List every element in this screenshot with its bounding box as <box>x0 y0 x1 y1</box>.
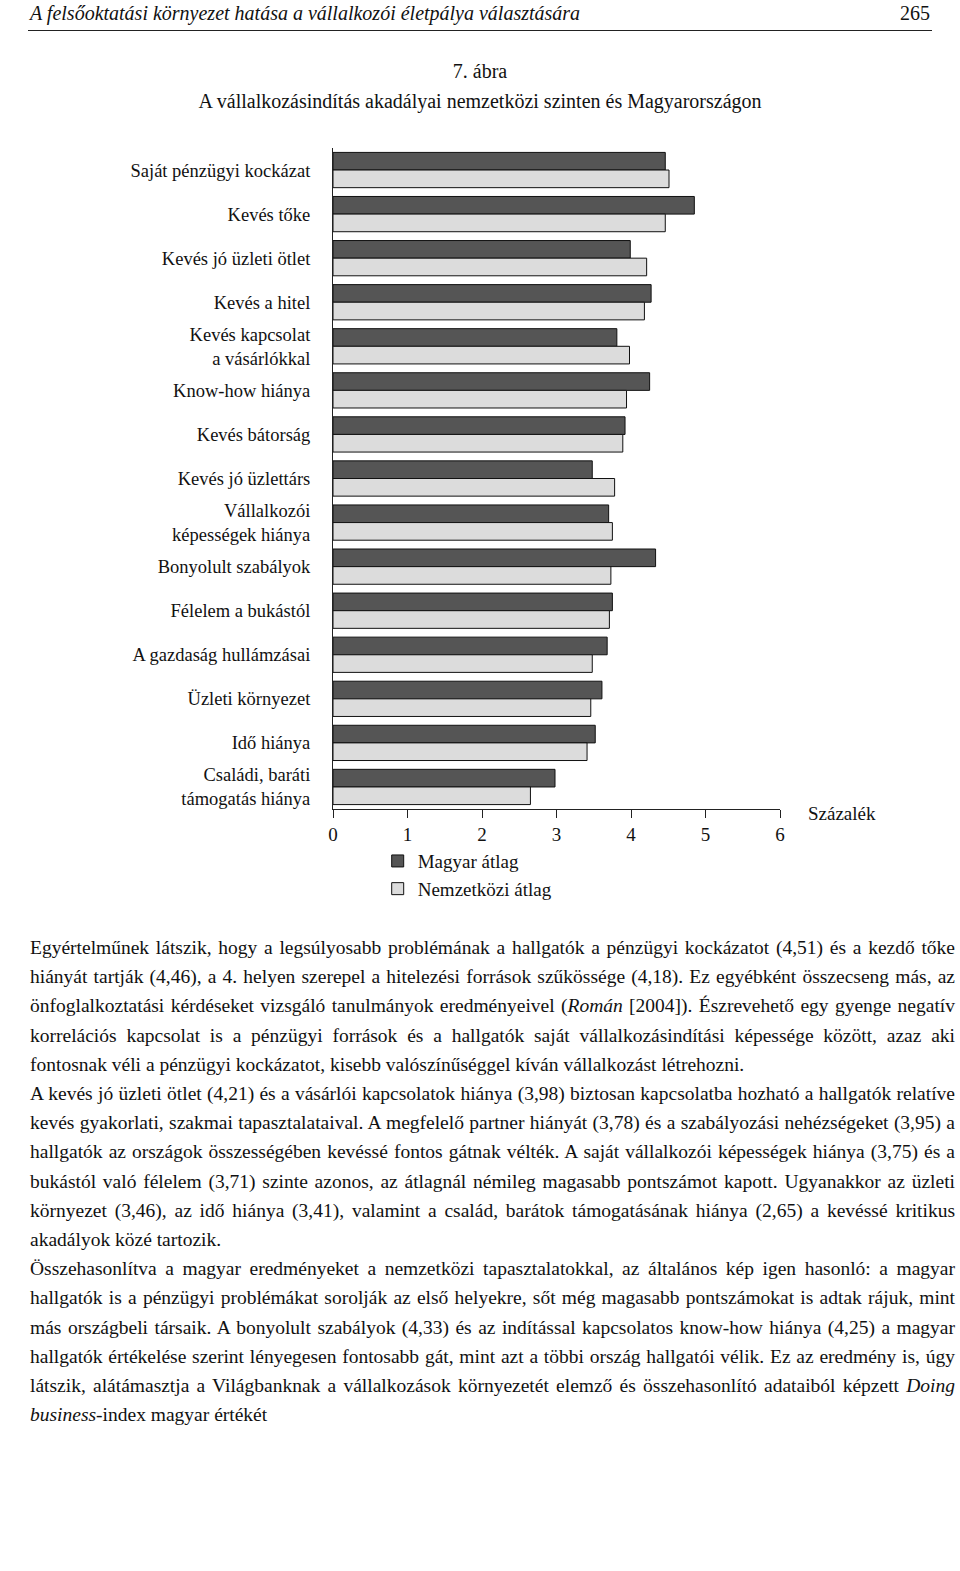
svg-text:Kevés kapcsolata vásárlókkal: Kevés kapcsolata vásárlókkal <box>190 325 312 369</box>
svg-text:Üzleti környezet: Üzleti környezet <box>188 689 312 709</box>
svg-text:Kevés jó üzlettárs: Kevés jó üzlettárs <box>178 469 311 489</box>
svg-text:6: 6 <box>775 824 785 845</box>
html-text:Összehasonlítva a magyar eredm: Összehasonlítva a magyar eredményeket a … <box>30 1258 955 1426</box>
html-text:265: 265 <box>900 2 930 24</box>
svg-text:Magyar átlag: Magyar átlag <box>418 851 519 872</box>
svg-text:1: 1 <box>403 824 413 845</box>
svg-text:Bonyolult szabályok: Bonyolult szabályok <box>158 557 311 577</box>
svg-text:Százalék: Százalék <box>808 803 876 824</box>
svg-text:Kevés jó üzleti ötlet: Kevés jó üzleti ötlet <box>162 249 311 269</box>
html-text:7. ábra: 7. ábra <box>452 60 508 82</box>
svg-text:Kevés tőke: Kevés tőke <box>228 205 311 225</box>
svg-text:2: 2 <box>477 824 487 845</box>
svg-text:4: 4 <box>626 824 636 845</box>
svg-text:Kevés bátorság: Kevés bátorság <box>197 425 311 445</box>
svg-text:Idő hiánya: Idő hiánya <box>232 733 311 753</box>
svg-text:Családi, barátitámogatás hiány: Családi, barátitámogatás hiánya <box>181 765 310 809</box>
html-text:A kevés jó üzleti ötlet (4,21): A kevés jó üzleti ötlet (4,21) és a vásá… <box>30 1083 955 1250</box>
svg-text:Vállalkozóiképességek hiánya: Vállalkozóiképességek hiánya <box>172 501 310 545</box>
svg-text:5: 5 <box>701 824 711 845</box>
svg-text:Kevés a hitel: Kevés a hitel <box>214 293 311 313</box>
html-text:A felsőoktatási környezet hatá: A felsőoktatási környezet hatása a válla… <box>30 2 581 24</box>
svg-text:Saját pénzügyi kockázat: Saját pénzügyi kockázat <box>131 161 312 181</box>
svg-text:Nemzetközi átlag: Nemzetközi átlag <box>418 879 552 900</box>
svg-text:Know-how hiánya: Know-how hiánya <box>173 381 310 401</box>
html-text:Egyértelműnek látszik, hogy a: Egyértelműnek látszik, hogy a legsúlyosa… <box>30 937 955 1075</box>
html-text:A vállalkozásindítás akadályai: A vállalkozásindítás akadályai nemzetköz… <box>198 90 762 112</box>
svg-text:0: 0 <box>328 824 338 845</box>
svg-text:A gazdaság hullámzásai: A gazdaság hullámzásai <box>133 645 311 665</box>
svg-text:3: 3 <box>552 824 562 845</box>
svg-text:Félelem a bukástól: Félelem a bukástól <box>171 601 311 621</box>
